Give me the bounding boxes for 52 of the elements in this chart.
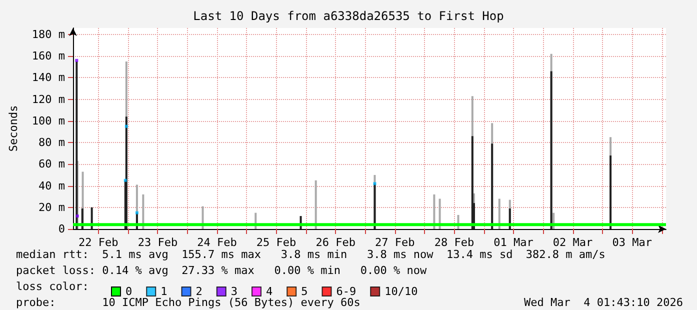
point — [76, 214, 79, 218]
x-tick-label: 03 Mar — [612, 236, 652, 249]
bar — [610, 156, 612, 229]
chart-title: Last 10 Days from a6338da26535 to First Hop — [193, 9, 504, 23]
text: packet loss: 0.14 % avg 27.33 % max 0.00 % min 0.00 % now — [16, 264, 427, 277]
y-tick-label: 80 m — [38, 136, 66, 150]
point — [124, 178, 127, 182]
x-tick-label: 01 Mar — [494, 236, 534, 249]
y-tick-label: 40 m — [38, 179, 66, 192]
legend-label: 5 — [301, 285, 308, 298]
legend-label: 10/10 — [384, 285, 418, 298]
bar — [491, 144, 494, 229]
legend-label: 4 — [266, 285, 273, 298]
y-tick-label: 180 m — [32, 28, 66, 41]
legend-label: 2 — [196, 285, 202, 298]
x-tick-label: 27 Feb — [375, 236, 415, 249]
legend-label: 3 — [230, 285, 238, 298]
bar — [125, 116, 128, 229]
x-tick-label: 25 Feb — [256, 236, 296, 249]
point — [373, 182, 376, 186]
text: probe: 10 ICMP Echo Pings (56 Bytes) every 60s — [16, 296, 360, 309]
y-tick-label: 20 m — [38, 200, 66, 214]
text: median rtt: 5.1 ms avg 155.7 ms max 3.8 ms min 3.8 ms now 13.4 ms sd 382.8 m am/s — [16, 248, 606, 261]
bar — [142, 194, 144, 229]
point — [135, 211, 138, 214]
y-tick-label: 100 m — [32, 114, 66, 128]
y-tick-label: 60 m — [38, 158, 66, 171]
x-tick-label: 28 Feb — [434, 236, 474, 249]
point — [124, 124, 128, 128]
bar — [76, 62, 78, 229]
x-tick-label: 24 Feb — [197, 236, 237, 249]
text: Wed Mar 4 01:43:10 2026 — [524, 296, 684, 309]
bar — [498, 198, 500, 229]
x-tick-label: 23 Feb — [138, 236, 178, 249]
bar — [374, 184, 376, 229]
legend-label: 1 — [160, 285, 168, 298]
legend-label: 0 — [126, 285, 132, 298]
point — [75, 58, 78, 62]
y-tick-label: 140 m — [32, 71, 66, 84]
legend-title: loss color: — [16, 280, 89, 293]
y-axis-title: Seconds — [7, 105, 20, 152]
x-tick-label: 22 Feb — [78, 236, 118, 249]
y-tick-label: 0 — [58, 222, 65, 236]
bar — [438, 198, 441, 229]
legend-label: 6-9 — [336, 285, 356, 298]
y-tick-label: 120 m — [32, 92, 66, 106]
y-tick-label: 160 m — [32, 50, 66, 63]
bar — [314, 180, 317, 229]
x-tick-label: 26 Feb — [316, 236, 356, 249]
x-tick-label: 02 Mar — [552, 236, 594, 249]
bar — [471, 136, 474, 229]
bar — [433, 194, 436, 229]
